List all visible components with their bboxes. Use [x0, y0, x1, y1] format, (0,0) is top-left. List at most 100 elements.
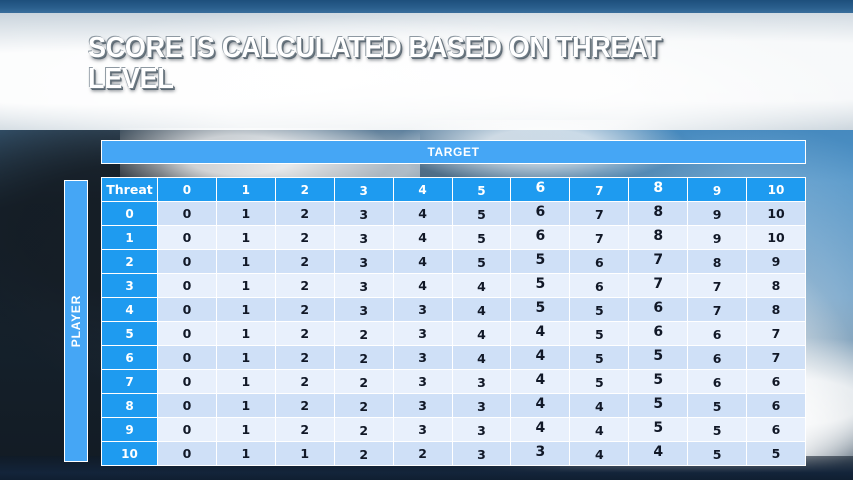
- matrix-cell-value: 4: [653, 443, 664, 460]
- matrix-cell-2-7: 6: [569, 249, 630, 274]
- matrix-cell-5-3: 2: [333, 321, 394, 346]
- matrix-cell-value: 5: [653, 395, 664, 412]
- matrix-cell-8-1: 1: [215, 393, 276, 418]
- matrix-row-header-8: 8: [101, 393, 158, 418]
- matrix-cell-8-8: 5: [628, 393, 689, 418]
- matrix-cell-value: 0: [182, 230, 192, 245]
- matrix-cell-6-8: 5: [628, 345, 689, 370]
- matrix-cell-6-0: 0: [157, 345, 217, 370]
- matrix-cell-9-5: 3: [451, 417, 512, 442]
- matrix-col-header-label: 0: [182, 182, 192, 197]
- matrix-cell-value: 1: [300, 446, 310, 461]
- matrix-cell-value: 3: [418, 350, 427, 365]
- matrix-cell-1-4: 4: [392, 225, 453, 250]
- matrix-row-header-5: 5: [101, 321, 158, 346]
- matrix-cell-9-3: 2: [333, 417, 394, 442]
- matrix-cell-10-10: 5: [746, 441, 806, 466]
- matrix-cell-2-10: 9: [746, 249, 806, 274]
- matrix-cell-value: 7: [712, 303, 722, 318]
- matrix-cell-value: 7: [594, 231, 604, 246]
- cloud-band-top: [0, 0, 853, 130]
- matrix-cell-2-5: 5: [451, 249, 512, 274]
- matrix-cell-10-9: 5: [687, 441, 748, 466]
- page-title: SCORE IS CALCULATED BASED ON THREAT LEVE…: [88, 32, 662, 95]
- matrix-cell-value: 3: [359, 207, 369, 222]
- matrix-cell-value: 5: [653, 419, 664, 436]
- matrix-cell-value: 0: [182, 206, 192, 221]
- matrix-cell-8-3: 2: [333, 393, 394, 418]
- matrix-cell-value: 7: [771, 326, 781, 341]
- matrix-row: 5 0 1 2 2 3 4 4 5 6 6 7: [101, 321, 806, 346]
- matrix-cell-5-4: 3: [392, 321, 453, 346]
- matrix-row: 2 0 1 2 3 4 5 5 6 7 8 9: [101, 249, 806, 274]
- matrix-cell-3-2: 2: [274, 273, 335, 298]
- matrix-col-header-label: 2: [300, 182, 309, 197]
- matrix-cell-value: 1: [241, 230, 251, 245]
- matrix-cell-value: 6: [712, 375, 722, 390]
- matrix-cell-6-2: 2: [274, 345, 335, 370]
- matrix-cell-3-3: 3: [333, 273, 394, 298]
- matrix-cell-value: 6: [712, 327, 722, 342]
- matrix-cell-1-3: 3: [333, 225, 394, 250]
- matrix-cell-8-6: 4: [510, 393, 571, 418]
- matrix-cell-7-3: 2: [333, 369, 394, 394]
- matrix-cell-value: 9: [712, 231, 722, 246]
- matrix-cell-6-10: 7: [746, 345, 806, 370]
- matrix-cell-value: 7: [594, 207, 604, 222]
- matrix-cell-6-6: 4: [510, 345, 571, 370]
- matrix-cell-2-8: 7: [628, 249, 689, 274]
- matrix-cell-value: 8: [771, 302, 781, 317]
- matrix-col-header-10: 10: [746, 177, 806, 202]
- matrix-row-header-1: 1: [101, 225, 158, 250]
- matrix-cell-value: 6: [771, 422, 781, 437]
- matrix-cell-value: 1: [241, 398, 251, 413]
- matrix-cell-value: 3: [359, 279, 369, 294]
- matrix-cell-value: 1: [241, 254, 251, 269]
- matrix-cell-value: 1: [241, 206, 251, 221]
- matrix-cell-1-9: 9: [687, 225, 748, 250]
- matrix-cell-value: 6: [535, 227, 546, 244]
- matrix-cell-3-5: 4: [451, 273, 512, 298]
- matrix-cell-value: 2: [300, 254, 310, 269]
- matrix-col-header-label: 7: [595, 183, 604, 198]
- matrix-cell-6-1: 1: [215, 345, 276, 370]
- matrix-cell-8-10: 6: [746, 393, 806, 418]
- matrix-cell-value: 4: [535, 395, 546, 412]
- matrix-cell-value: 2: [300, 398, 310, 413]
- matrix-col-header-label: 5: [477, 183, 486, 198]
- matrix-cell-7-9: 6: [687, 369, 748, 394]
- matrix-cell-0-1: 1: [215, 201, 276, 226]
- matrix-cell-value: 5: [594, 327, 604, 342]
- matrix-cell-6-9: 6: [687, 345, 748, 370]
- matrix-cell-value: 5: [535, 299, 546, 316]
- matrix-cell-8-0: 0: [157, 393, 217, 418]
- matrix-cell-value: 1: [241, 350, 251, 365]
- matrix-cell-1-8: 8: [628, 225, 689, 250]
- matrix-col-header-label: 4: [418, 182, 427, 197]
- matrix-cell-value: 10: [767, 230, 785, 245]
- matrix-cell-value: 0: [182, 446, 192, 461]
- matrix-row: 8 0 1 2 2 3 3 4 4 5 5 6: [101, 393, 806, 418]
- matrix-cell-value: 4: [418, 278, 427, 293]
- matrix-cell-value: 10: [767, 206, 785, 221]
- matrix-cell-7-6: 4: [510, 369, 571, 394]
- matrix-cell-value: 2: [300, 278, 310, 293]
- matrix-head: Threat 0 1 2 3 4 5 6 7 8 9 10: [101, 177, 806, 202]
- matrix-cell-7-0: 0: [157, 369, 217, 394]
- matrix-cell-10-6: 3: [510, 441, 571, 466]
- matrix-cell-value: 6: [594, 255, 604, 270]
- matrix-cell-0-8: 8: [628, 201, 689, 226]
- matrix-cell-3-7: 6: [569, 273, 630, 298]
- matrix-row-header-10: 10: [101, 441, 158, 466]
- matrix-cell-3-6: 5: [510, 273, 571, 298]
- matrix-cell-value: 9: [771, 254, 781, 269]
- matrix-cell-value: 6: [653, 299, 664, 316]
- matrix-cell-8-7: 4: [569, 393, 630, 418]
- matrix-header-row: Threat 0 1 2 3 4 5 6 7 8 9 10: [101, 177, 806, 202]
- matrix-cell-value: 7: [653, 275, 664, 292]
- matrix-cell-0-7: 7: [569, 201, 630, 226]
- top-accent-bar: [0, 0, 853, 13]
- matrix-cell-4-3: 3: [333, 297, 394, 322]
- matrix-cell-value: 4: [535, 371, 546, 388]
- matrix-cell-3-0: 0: [157, 273, 217, 298]
